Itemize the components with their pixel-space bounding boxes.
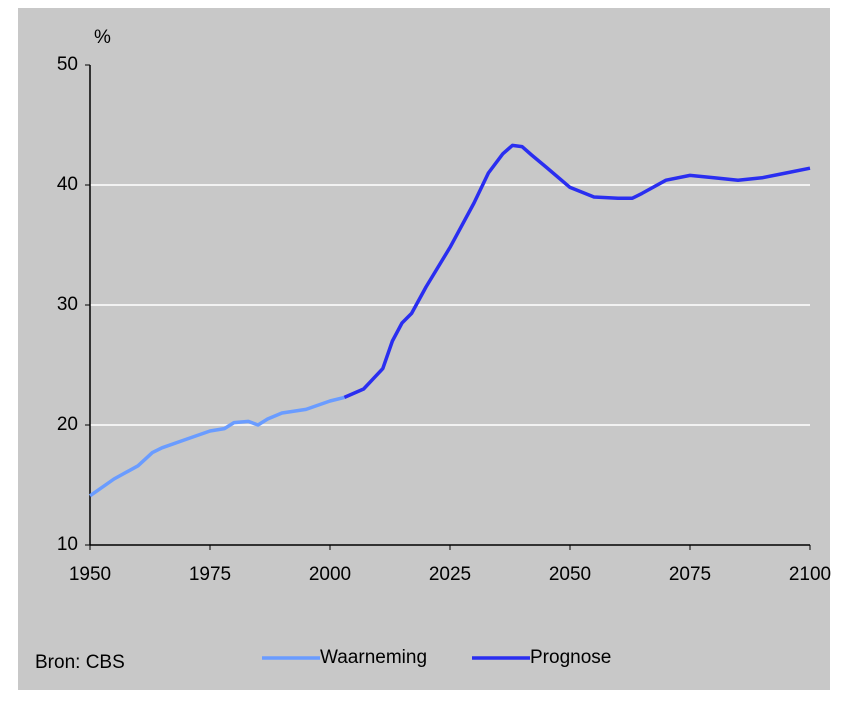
y-tick-label: 20 xyxy=(57,414,78,435)
y-tick-label: 50 xyxy=(57,54,78,75)
x-tick-label: 2000 xyxy=(309,564,351,585)
x-tick-label: 2025 xyxy=(429,564,471,585)
line xyxy=(88,395,345,498)
y-axis-label: % xyxy=(94,27,111,48)
x-tick-label: 2075 xyxy=(669,564,711,585)
y-tick-label: 40 xyxy=(57,174,78,195)
source: Bron: CBS xyxy=(35,652,125,673)
x-tick-label: 2050 xyxy=(549,564,591,585)
x-tick-label: 1950 xyxy=(69,564,111,585)
line xyxy=(343,143,811,400)
y-tick-label: 10 xyxy=(57,534,78,555)
y-tick-label: 30 xyxy=(57,294,78,315)
panel xyxy=(18,8,830,690)
x-tick-label: 2100 xyxy=(789,564,831,585)
legend-label: Prognose xyxy=(530,647,611,668)
legend-label: Waarneming xyxy=(320,647,427,668)
x-tick-label: 1975 xyxy=(189,564,231,585)
